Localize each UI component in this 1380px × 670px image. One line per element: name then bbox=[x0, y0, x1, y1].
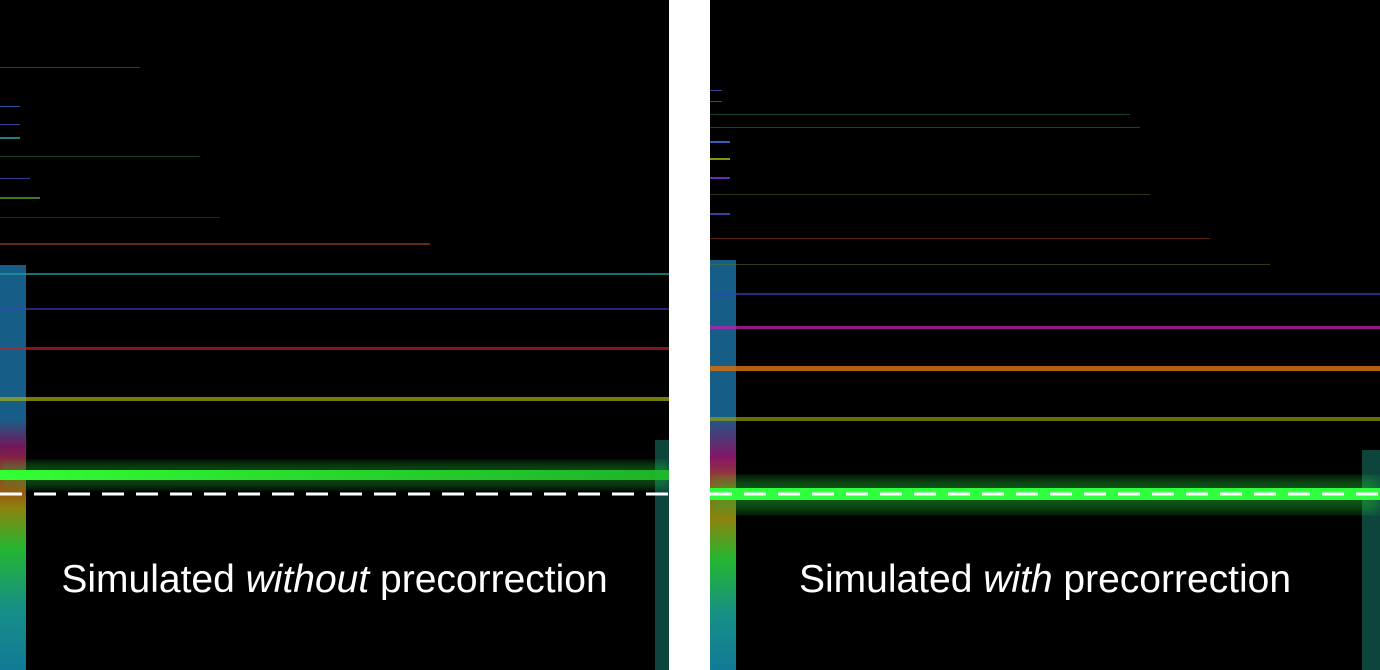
left-edge-column bbox=[710, 260, 736, 670]
caption-right-text: Simulated bbox=[798, 558, 984, 601]
simulation-panel-with-precorrection: Simulated with precorrection bbox=[710, 0, 1380, 670]
simulation-panel-without-precorrection: Simulated without precorrection bbox=[0, 0, 669, 670]
caption-right: Simulated with precorrection bbox=[710, 558, 1380, 602]
spectral-lines bbox=[0, 67, 669, 488]
caption-right-emphasis: with bbox=[983, 558, 1053, 601]
caption-right-text-end: precorrection bbox=[1052, 558, 1292, 601]
spectral-lines bbox=[710, 90, 1380, 512]
caption-left-text-end: precorrection bbox=[369, 558, 608, 601]
caption-left: Simulated without precorrection bbox=[0, 558, 669, 602]
caption-left-emphasis: without bbox=[245, 558, 370, 601]
spectrum-image-left bbox=[0, 67, 669, 670]
caption-left-text: Simulated bbox=[61, 558, 246, 601]
spectrum-image-right bbox=[710, 90, 1380, 670]
right-edge-column bbox=[655, 440, 669, 670]
